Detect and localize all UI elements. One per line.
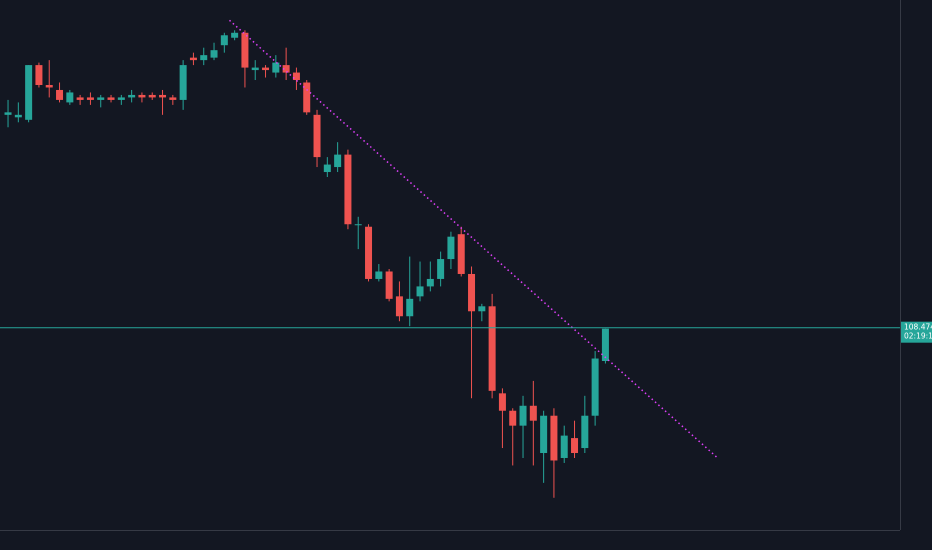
candle-body [591,358,599,416]
candle-body [571,438,579,454]
candle-body [313,114,321,158]
candle-body [437,259,445,279]
candle-body [365,226,373,279]
candle-body [395,296,403,317]
candle-body [179,65,187,100]
candle-body [189,57,197,61]
candle-body [519,405,527,426]
candle-body [488,306,496,391]
candle-body [56,89,64,100]
candle-body [344,154,352,225]
last-price-label: 108.474 [904,323,932,332]
candle-body [498,393,506,411]
candle-body [262,67,270,71]
candle-body [159,94,167,98]
candle-body [581,415,589,449]
candle-body [509,410,517,426]
candle-body [334,154,342,168]
candle-body [385,271,393,299]
candle-body [323,164,331,173]
candle-body [117,97,125,100]
candle-body [210,50,218,58]
candle-body [272,62,280,73]
candle-body [406,298,414,317]
candle-body [128,94,136,98]
candle-body [251,67,259,71]
candle-body [375,271,383,279]
candle-body [66,92,74,103]
candle-body [220,35,228,46]
candle-body [601,328,609,362]
candle-body [138,94,146,98]
candle-body [241,32,249,68]
candle-body [35,65,43,85]
candle-body [14,114,22,118]
candle-body [529,405,537,421]
candle-body [231,32,239,38]
candle-body [292,72,300,81]
countdown-label: 02:19:15 [904,332,932,341]
candle-body [447,236,455,260]
candle-body [25,65,33,120]
candle-body [550,415,558,461]
last-price-box [901,321,932,343]
candle-body [560,435,568,458]
candle-body [478,306,486,312]
candle-body [540,415,548,454]
candle-body [303,82,311,113]
candle-body [97,97,105,100]
candle-body [86,97,94,100]
candle-body [426,278,434,287]
candle-body [76,97,84,100]
candle-body [282,65,290,73]
candle-body [354,224,362,226]
candle-body [169,97,177,100]
candle-body [45,84,53,88]
candle-body [4,112,12,115]
candle-body [457,234,465,274]
candle-body [200,55,208,61]
candle-body [148,94,156,98]
candle-body [107,97,115,100]
trend-line [228,19,719,459]
candle-body [416,286,424,297]
candle-body [468,273,476,312]
